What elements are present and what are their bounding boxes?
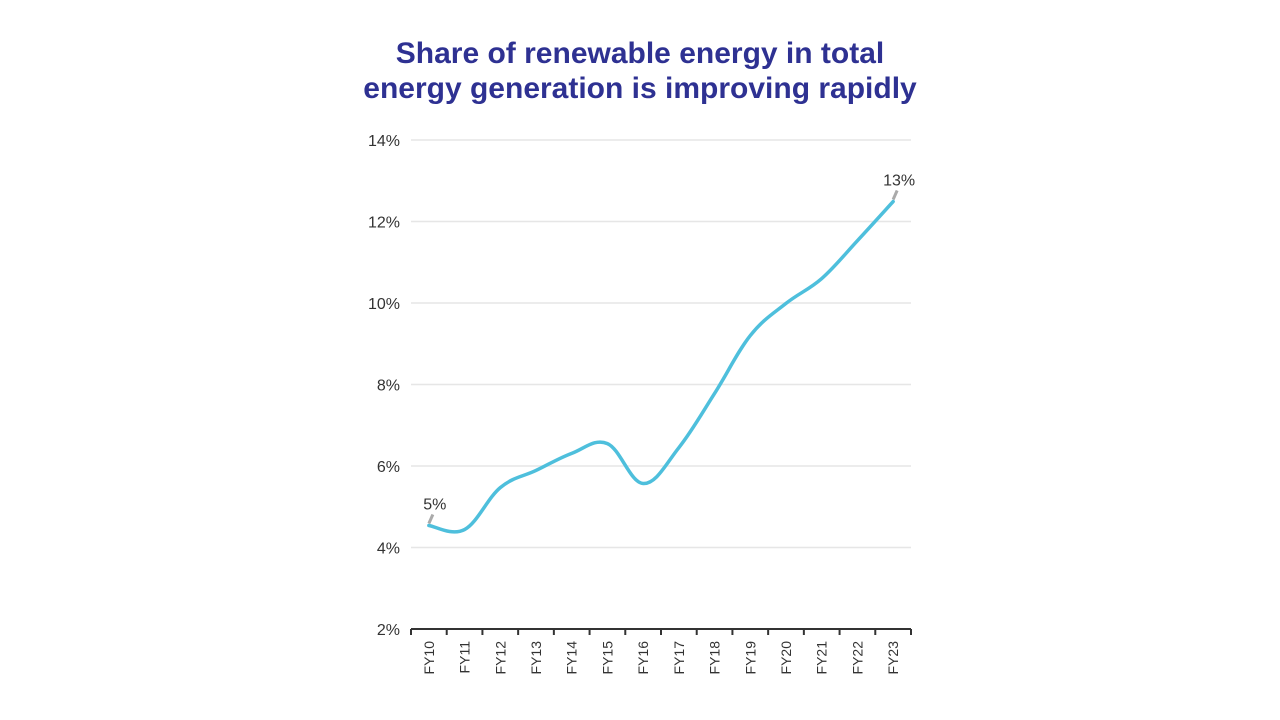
x-tick-label: FY14 [564,641,580,675]
x-tick-label: FY10 [421,641,437,675]
x-tick-label: FY19 [742,641,758,675]
data-label: 13% [883,173,915,190]
y-tick-label: 4% [377,541,400,558]
x-tick-label: FY17 [671,641,687,675]
chart-title-line-1: Share of renewable energy in total [395,37,885,70]
y-tick-label: 8% [377,378,400,395]
data-label: 5% [423,496,446,513]
series-line [427,199,895,534]
x-tick-label: FY21 [814,641,830,675]
chart-title: Share of renewable energy in total energ… [300,36,980,106]
x-tick-label: FY16 [635,641,651,675]
x-tick-label: FY20 [778,641,794,675]
x-tick-label: FY23 [885,641,901,675]
x-tick-label: FY11 [457,641,473,674]
x-tick-label: FY22 [849,641,865,675]
chart-title-line-2: energy generation is improving rapidly [363,72,917,105]
y-tick-label: 10% [368,296,400,313]
data-label-leader [891,189,899,201]
x-tick-label: FY15 [599,641,615,675]
data-label-leader [427,513,435,525]
y-tick-label: 6% [377,459,400,476]
x-tick-label: FY13 [528,641,544,675]
y-tick-label: 14% [368,133,400,150]
y-tick-label: 2% [377,622,400,639]
x-tick-label: FY18 [707,641,723,675]
x-tick-label: FY12 [492,641,508,675]
y-tick-label: 12% [368,215,400,232]
